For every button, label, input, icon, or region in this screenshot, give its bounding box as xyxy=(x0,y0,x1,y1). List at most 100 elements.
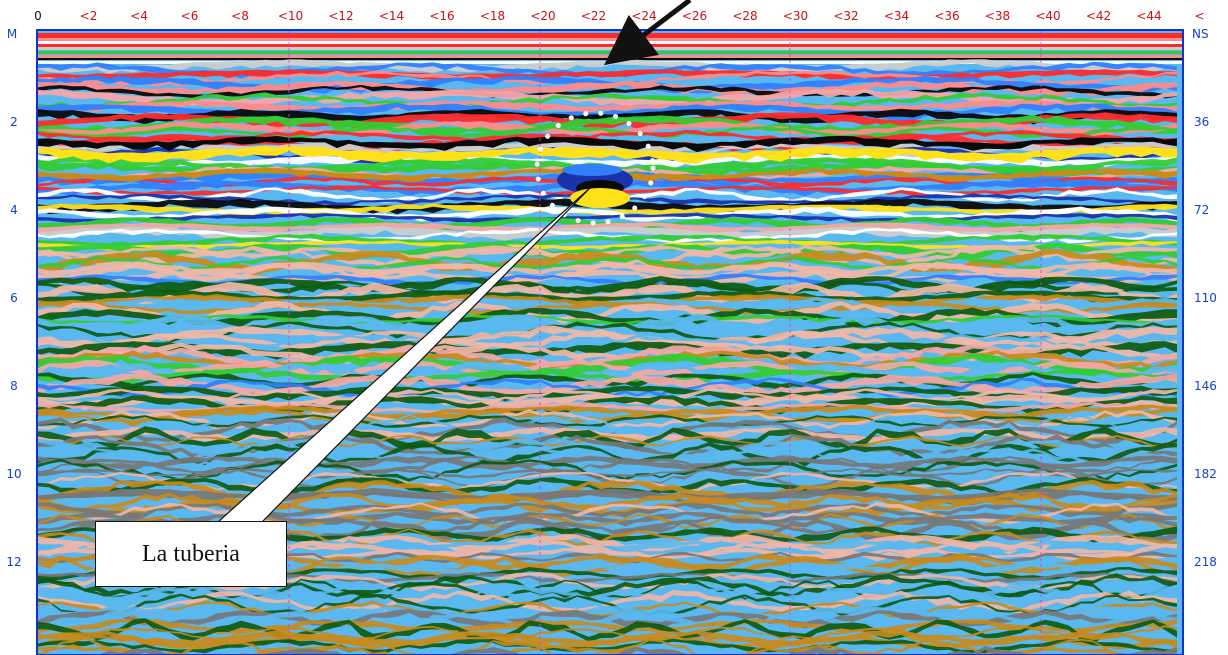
reflection-band xyxy=(37,153,1177,169)
reflection-band xyxy=(37,437,1177,465)
surface-stripe xyxy=(37,51,1183,54)
reflection-band xyxy=(37,276,1177,295)
reflection-band xyxy=(37,203,1177,217)
surface-stripe xyxy=(37,33,1183,38)
reflection-band xyxy=(37,625,1177,641)
right-time-axis: NS 36 72 110 146 182 218 xyxy=(1192,27,1217,569)
x-tick-label: <28 xyxy=(732,9,757,23)
reflection-band xyxy=(37,401,1177,415)
reflection-band xyxy=(37,471,1177,493)
reflection-band xyxy=(37,359,1177,377)
reflection-band xyxy=(37,434,1177,448)
x-tick-label: <34 xyxy=(884,9,909,23)
left-tick-label: 2 xyxy=(10,115,18,129)
callout-label: La tuberia xyxy=(95,521,287,587)
x-tick-label: <36 xyxy=(934,9,959,23)
reflection-band xyxy=(37,325,1177,350)
left-tick-label: 6 xyxy=(10,291,18,305)
reflection-band xyxy=(37,261,1177,284)
x-tick-label: <4 xyxy=(130,9,148,23)
reflection-band xyxy=(37,293,1177,308)
reflection-band xyxy=(37,618,1177,644)
left-tick-label: 8 xyxy=(10,379,18,393)
reflection-band xyxy=(37,80,1177,98)
reflection-band xyxy=(37,528,1177,547)
right-tick-label: 36 xyxy=(1194,115,1209,129)
reflection-band xyxy=(37,533,1177,555)
surface-stripe xyxy=(37,58,1183,60)
x-tick-label: <16 xyxy=(429,9,454,23)
reflection-band xyxy=(37,566,1177,581)
x-tick-label: <14 xyxy=(379,9,404,23)
reflection-band xyxy=(37,88,1177,108)
x-tick-label: <24 xyxy=(631,9,656,23)
reflection-band xyxy=(97,645,1177,655)
x-tick-label: <38 xyxy=(985,9,1010,23)
reflection-band xyxy=(37,644,1156,655)
reflection-band xyxy=(37,176,1177,188)
reflection-band xyxy=(37,141,1177,154)
reflection-band xyxy=(37,618,1177,635)
right-tick-label: 146 xyxy=(1194,379,1217,393)
reflection-band xyxy=(37,206,1177,223)
left-axis-unit: M xyxy=(7,27,17,41)
x-tick-label: <12 xyxy=(328,9,353,23)
reflection-band xyxy=(37,321,1177,335)
x-tick-label: <8 xyxy=(231,9,249,23)
x-tick-label: <44 xyxy=(1136,9,1161,23)
reflection-band xyxy=(37,92,1177,110)
x-tick-label: <26 xyxy=(682,9,707,23)
x-axis-ticks: 0 <2 <4 <6 <8 <10 <12 <14 <16 <18 <20 <22 <24 <26 <28 <… xyxy=(34,9,1204,23)
x-tick-label: <42 xyxy=(1086,9,1111,23)
reflection-band xyxy=(37,114,1177,137)
target-reflection xyxy=(562,164,622,176)
left-tick-label: 4 xyxy=(10,203,18,217)
surface-stripe xyxy=(37,44,1183,47)
x-tick-label: < xyxy=(1194,9,1204,23)
reflection-band xyxy=(37,130,1177,145)
surface-stripe xyxy=(37,47,1183,50)
reflection-band xyxy=(37,553,1177,573)
reflection-band xyxy=(37,239,1177,251)
left-depth-axis: M 2 4 6 8 10 12 xyxy=(6,27,21,569)
reflection-band xyxy=(37,442,1177,467)
reflection-band xyxy=(37,245,1177,260)
reflection-band xyxy=(37,373,1177,398)
reflection-band xyxy=(37,255,1177,272)
reflection-band xyxy=(37,135,1177,153)
x-tick-label: <32 xyxy=(833,9,858,23)
reflection-band xyxy=(37,102,1177,122)
reflection-band xyxy=(37,600,1177,619)
reflection-band xyxy=(37,572,1177,592)
reflection-band xyxy=(37,477,1177,497)
reflection-band xyxy=(37,334,1177,355)
reflection-band xyxy=(37,321,1177,344)
reflection-band xyxy=(37,313,1177,338)
right-tick-label: 110 xyxy=(1194,291,1217,305)
reflection-band xyxy=(37,479,1177,505)
reflection-band xyxy=(37,634,1177,651)
x-tick-label: <22 xyxy=(581,9,606,23)
right-axis-unit: NS xyxy=(1192,27,1209,41)
reflection-band xyxy=(37,341,1177,360)
right-tick-label: 72 xyxy=(1194,203,1209,217)
x-tick-label: <10 xyxy=(278,9,303,23)
x-tick-label: <40 xyxy=(1035,9,1060,23)
reflection-band xyxy=(37,467,1177,480)
reflection-band xyxy=(37,187,1177,205)
right-tick-label: 218 xyxy=(1194,555,1217,569)
x-tick-label: <18 xyxy=(480,9,505,23)
x-tick-label: <20 xyxy=(530,9,555,23)
reflection-band xyxy=(37,146,1177,164)
reflection-band xyxy=(37,301,1177,316)
reflection-band xyxy=(37,385,1177,402)
reflection-band xyxy=(37,193,1177,207)
reflection-band xyxy=(37,280,1177,297)
reflection-band xyxy=(37,301,1177,326)
reflection-band xyxy=(37,466,1177,489)
x-tick-label: 0 xyxy=(34,9,42,23)
reflection-band xyxy=(37,125,1177,140)
surface-stripe xyxy=(37,41,1183,44)
reflection-band xyxy=(37,261,1177,276)
surface-stripe xyxy=(37,38,1183,41)
